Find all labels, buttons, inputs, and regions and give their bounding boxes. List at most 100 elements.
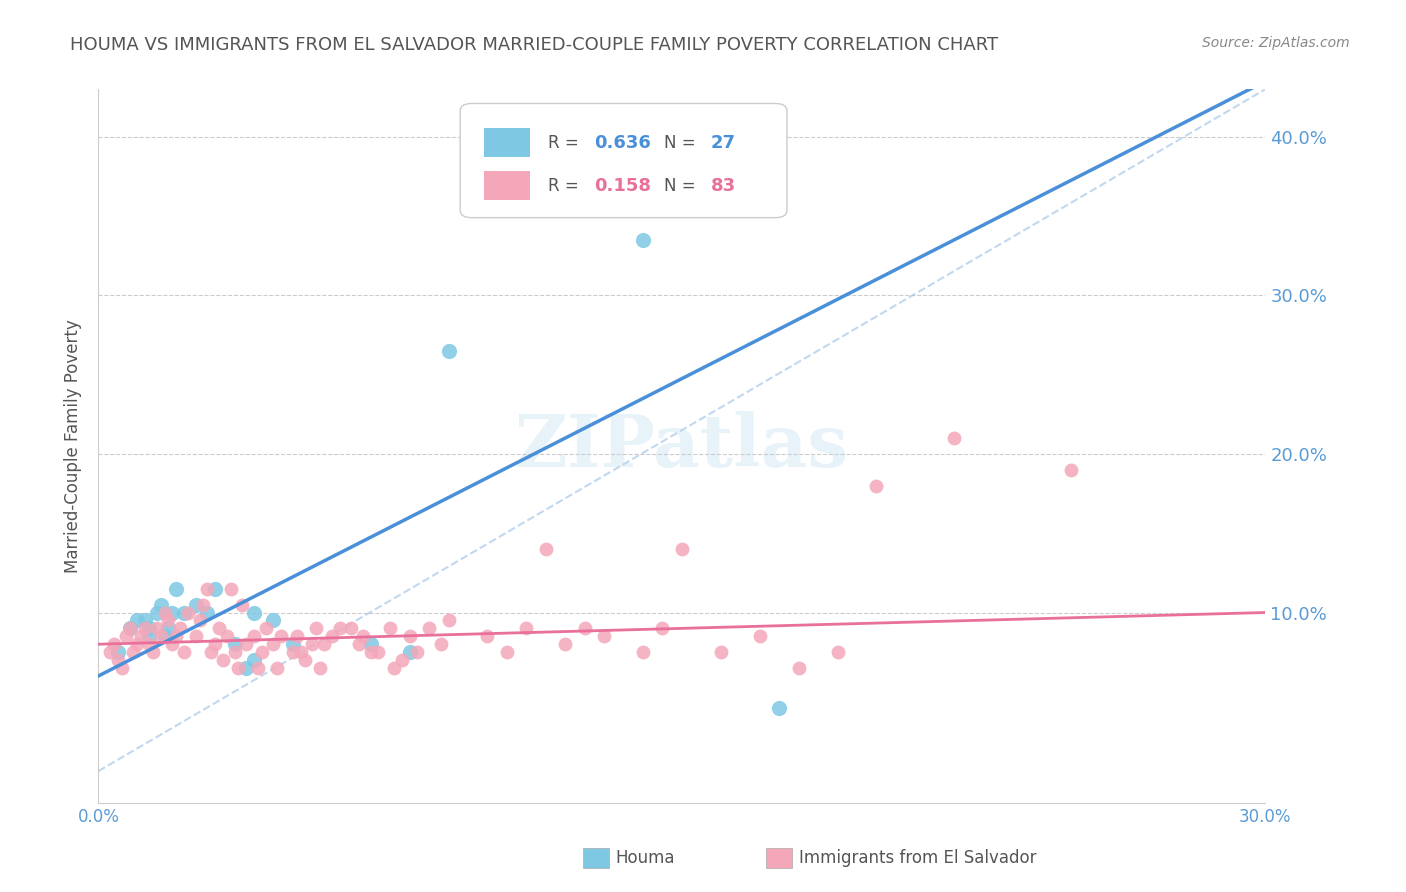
Point xyxy=(631,233,654,247)
Point xyxy=(122,645,145,659)
Point xyxy=(138,629,160,643)
Point xyxy=(515,621,537,635)
Point xyxy=(281,637,304,651)
Point xyxy=(169,621,191,635)
Point xyxy=(671,542,693,557)
Point xyxy=(787,661,810,675)
Point xyxy=(768,700,790,714)
Point xyxy=(340,621,363,635)
Point xyxy=(231,598,253,612)
Point xyxy=(184,598,207,612)
Point xyxy=(129,629,152,643)
Point xyxy=(98,645,121,659)
Text: 0.636: 0.636 xyxy=(595,134,651,152)
Point xyxy=(398,645,420,659)
Point xyxy=(246,661,269,675)
Point xyxy=(391,653,413,667)
Point xyxy=(219,582,242,596)
Point xyxy=(360,637,382,651)
Point xyxy=(153,629,176,643)
Point xyxy=(301,637,323,651)
FancyBboxPatch shape xyxy=(484,171,530,200)
FancyBboxPatch shape xyxy=(460,103,787,218)
Bar xyxy=(583,848,609,868)
Point xyxy=(748,629,770,643)
Point xyxy=(294,653,316,667)
Point xyxy=(360,645,382,659)
Point xyxy=(228,661,250,675)
Point xyxy=(200,645,222,659)
Point xyxy=(418,621,440,635)
Point xyxy=(134,621,156,635)
Text: Immigrants from El Salvador: Immigrants from El Salvador xyxy=(799,849,1036,867)
Point xyxy=(574,621,596,635)
Point xyxy=(477,629,499,643)
Point xyxy=(309,661,332,675)
Point xyxy=(943,431,966,445)
Point xyxy=(138,621,160,635)
Point xyxy=(367,645,389,659)
Text: R =: R = xyxy=(548,134,583,152)
Point xyxy=(107,653,129,667)
Point xyxy=(127,637,149,651)
Text: HOUMA VS IMMIGRANTS FROM EL SALVADOR MARRIED-COUPLE FAMILY POVERTY CORRELATION C: HOUMA VS IMMIGRANTS FROM EL SALVADOR MAR… xyxy=(70,36,998,54)
Point xyxy=(382,661,405,675)
Point xyxy=(142,645,165,659)
Point xyxy=(1060,463,1083,477)
Text: N =: N = xyxy=(665,177,702,194)
Point xyxy=(195,606,218,620)
Point xyxy=(398,629,420,643)
Point xyxy=(243,629,266,643)
Point xyxy=(827,645,849,659)
Point xyxy=(495,645,517,659)
Point xyxy=(212,653,235,667)
Point xyxy=(378,621,402,635)
Point xyxy=(204,637,226,651)
Point xyxy=(406,645,429,659)
Point xyxy=(710,645,733,659)
Point xyxy=(250,645,273,659)
Point xyxy=(162,637,184,651)
Point xyxy=(215,629,238,643)
Point xyxy=(146,606,169,620)
Point xyxy=(107,645,129,659)
Point xyxy=(165,582,187,596)
Text: 83: 83 xyxy=(711,177,737,194)
Text: Source: ZipAtlas.com: Source: ZipAtlas.com xyxy=(1202,36,1350,50)
Point xyxy=(281,645,304,659)
Point xyxy=(118,621,141,635)
Point xyxy=(224,645,246,659)
Point xyxy=(188,614,211,628)
Point xyxy=(118,621,141,635)
Point xyxy=(534,542,557,557)
Point xyxy=(235,637,257,651)
Text: R =: R = xyxy=(548,177,583,194)
Point xyxy=(631,645,654,659)
Point xyxy=(305,621,328,635)
Point xyxy=(312,637,335,651)
Point xyxy=(243,653,266,667)
Point xyxy=(153,606,176,620)
Text: ZIPatlas: ZIPatlas xyxy=(515,410,849,482)
Point xyxy=(593,629,616,643)
Text: N =: N = xyxy=(665,134,702,152)
Point xyxy=(184,629,207,643)
Point xyxy=(262,614,284,628)
Point xyxy=(103,637,125,651)
Point xyxy=(173,645,195,659)
FancyBboxPatch shape xyxy=(484,128,530,157)
Text: Houma: Houma xyxy=(616,849,675,867)
Point xyxy=(243,606,266,620)
Point xyxy=(208,621,231,635)
Point xyxy=(127,614,149,628)
Point xyxy=(290,645,312,659)
Point xyxy=(321,629,343,643)
Point xyxy=(157,614,180,628)
Point xyxy=(114,629,136,643)
Point xyxy=(262,637,284,651)
Text: 0.158: 0.158 xyxy=(595,177,651,194)
Point xyxy=(134,614,156,628)
Point xyxy=(235,661,257,675)
Point xyxy=(149,629,172,643)
Point xyxy=(204,582,226,596)
